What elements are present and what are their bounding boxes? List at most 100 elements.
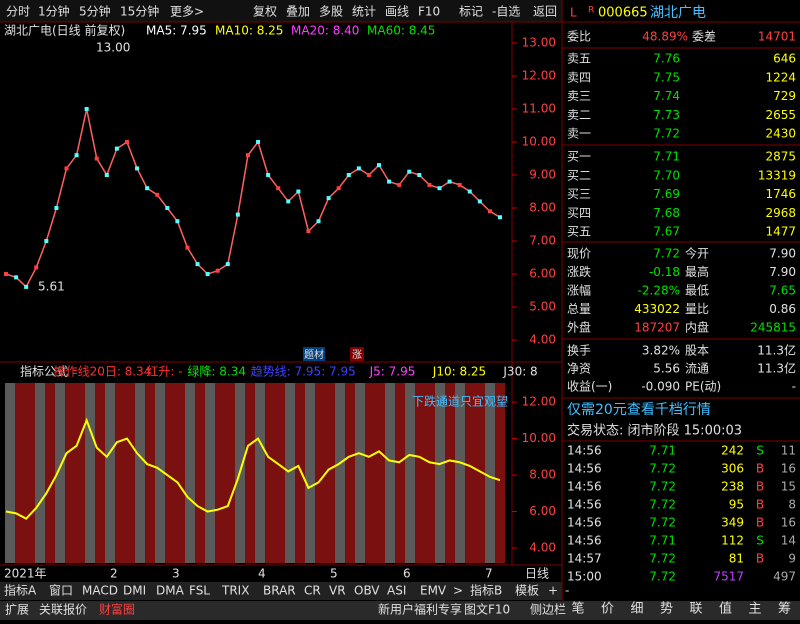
tick-price: 7.72: [649, 516, 676, 530]
tab[interactable]: 指标A: [4, 583, 37, 598]
tick-time: 14:56: [567, 516, 602, 530]
tab[interactable]: EMV: [420, 584, 447, 598]
tab[interactable]: >: [453, 584, 463, 598]
promo-link[interactable]: 仅需20元查看千档行情: [567, 402, 711, 418]
toolbar-button[interactable]: F10: [418, 5, 440, 19]
book-volume: 729: [773, 89, 796, 103]
tab[interactable]: DMI: [123, 584, 146, 598]
tab[interactable]: TRIX: [221, 584, 249, 598]
toolbar-button[interactable]: -自选: [492, 5, 520, 19]
footer-link[interactable]: 财富圈: [99, 602, 135, 617]
y-tick-label: 4.00: [529, 541, 556, 555]
tab[interactable]: VR: [329, 584, 346, 598]
band: [415, 383, 425, 563]
indicator-header: 操作线20日: 8.34: [54, 364, 152, 379]
candle: [235, 212, 240, 217]
footer-link[interactable]: 关联报价: [39, 602, 87, 617]
toolbar-button[interactable]: 复权: [253, 5, 277, 19]
tick-side: B: [756, 552, 764, 566]
trade-status: 交易状态: 闭市阶段 15:00:03: [567, 423, 742, 439]
candle: [427, 182, 432, 187]
tick-price: 7.72: [649, 480, 676, 494]
toolbar-button[interactable]: 多股: [319, 5, 343, 19]
candle: [256, 139, 261, 144]
side-icon[interactable]: 筹: [778, 601, 791, 617]
stat-label: 最低: [685, 284, 709, 298]
y-tick-label: 12.00: [522, 68, 556, 82]
x-tick-label: 6: [403, 567, 411, 581]
side-icon[interactable]: 势: [660, 601, 673, 617]
band: [385, 383, 395, 563]
tab[interactable]: -: [565, 584, 569, 598]
tab[interactable]: 指标B: [470, 583, 502, 598]
stat-label: 内盘: [685, 320, 709, 335]
tab[interactable]: 模板: [515, 584, 539, 598]
y-tick-label: 13.00: [522, 35, 556, 49]
tab[interactable]: DMA: [156, 584, 185, 598]
tab[interactable]: MACD: [82, 584, 118, 598]
candle: [266, 173, 271, 178]
tick-time: 14:56: [567, 480, 602, 494]
tab[interactable]: 窗口: [49, 584, 73, 598]
y-tick-label: 5.00: [529, 300, 556, 314]
band: [295, 383, 305, 563]
tick-price: 7.71: [649, 444, 676, 458]
period-button[interactable]: 日线: [525, 567, 549, 581]
band: [155, 383, 165, 563]
chart-title: 湖北广电(日线 前复权): [4, 23, 125, 38]
toolbar-button[interactable]: 15分钟: [120, 4, 159, 19]
stock-name: 湖北广电: [650, 5, 706, 21]
book-volume: 2875: [765, 150, 796, 164]
tab[interactable]: +: [548, 584, 558, 598]
side-icon[interactable]: 主: [748, 602, 761, 617]
tab[interactable]: FSL: [189, 584, 210, 598]
tick-count: 14: [781, 534, 796, 548]
footer-link[interactable]: 侧边栏: [530, 602, 566, 617]
toolbar-button[interactable]: 标记: [459, 5, 483, 19]
band: [25, 383, 35, 563]
candle: [417, 173, 422, 178]
tab[interactable]: BRAR: [263, 584, 296, 598]
band: [65, 383, 75, 563]
tab[interactable]: ASI: [387, 584, 406, 598]
tabs-bg: [0, 582, 562, 600]
book-price: 7.73: [653, 108, 680, 122]
side-icon[interactable]: 联: [689, 602, 702, 617]
footer-link[interactable]: 图文F10: [464, 602, 510, 617]
side-icon[interactable]: 值: [719, 601, 732, 617]
book-price: 7.68: [653, 206, 680, 220]
toolbar-button[interactable]: 统计: [352, 5, 376, 19]
candle: [34, 265, 39, 270]
y-tick-label: 9.00: [529, 168, 556, 182]
toolbar-button[interactable]: 分时: [6, 5, 30, 19]
band: [125, 383, 135, 563]
side-icon[interactable]: 笔: [571, 601, 584, 617]
toolbar-button[interactable]: 5分钟: [79, 4, 111, 19]
candle: [54, 206, 59, 211]
band: [335, 383, 345, 563]
candle: [326, 196, 331, 201]
book-volume: 1477: [765, 225, 796, 239]
side-icon[interactable]: 价: [601, 602, 614, 617]
indicator-header: : 7.95: [321, 365, 356, 379]
footer-link[interactable]: 新用户福利专享: [378, 602, 462, 617]
book-label: 卖二: [567, 108, 591, 122]
band: [15, 383, 25, 563]
marker-bg: [303, 347, 325, 361]
book-label: 卖四: [567, 70, 591, 84]
toolbar-button[interactable]: 叠加: [286, 5, 310, 19]
toolbar-button[interactable]: 返回: [533, 5, 557, 19]
tab[interactable]: CR: [304, 584, 321, 598]
tab[interactable]: OBV: [354, 584, 380, 598]
y-tick-label: 6.00: [529, 267, 556, 281]
band: [265, 383, 275, 563]
toolbar-button[interactable]: 画线: [385, 5, 409, 19]
side-icon[interactable]: 细: [630, 602, 643, 617]
footer-link[interactable]: 扩展: [5, 603, 29, 617]
tick-side: B: [756, 462, 764, 476]
tick-price: 7.71: [649, 534, 676, 548]
toolbar-button[interactable]: 1分钟: [38, 4, 70, 19]
stat-label: 收益(一): [567, 380, 612, 394]
band: [365, 383, 375, 563]
toolbar-button[interactable]: 更多>: [170, 5, 204, 19]
